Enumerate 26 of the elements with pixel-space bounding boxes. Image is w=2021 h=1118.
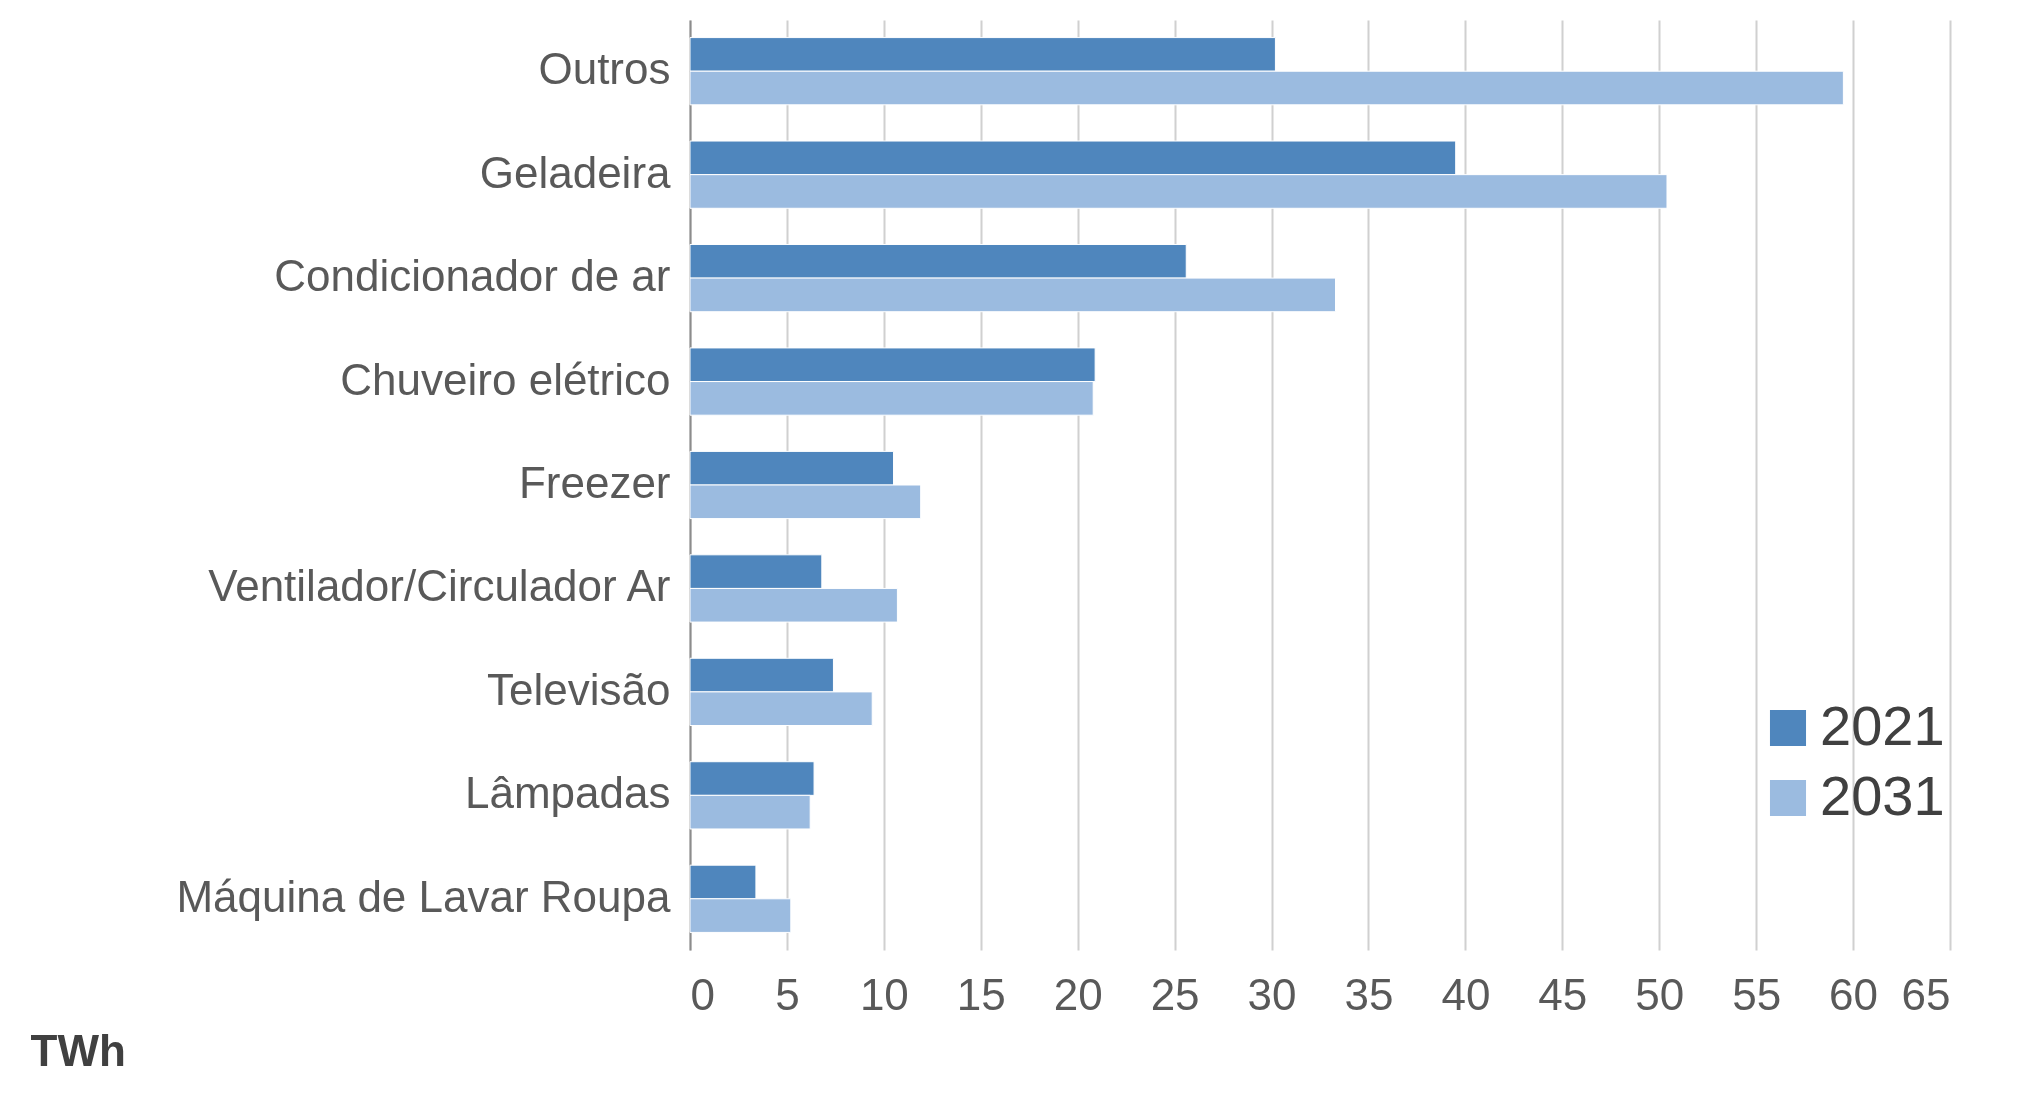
y-tick-label: Outros [538,44,671,94]
x-tick-label: 30 [1247,969,1297,1019]
x-tick-label: 0 [690,969,715,1019]
y-tick-label: Chuveiro elétrico [340,354,671,404]
legend-label: 2021 [1820,694,1945,757]
x-tick-label: 50 [1635,969,1685,1019]
x-tick-label: 45 [1538,969,1588,1019]
y-tick-label: Freezer [518,458,671,507]
x-tick-label: 20 [1053,969,1103,1019]
legend-label: 2031 [1820,764,1945,827]
y-tick-label: Televisão [487,664,671,714]
x-axis-title: TWh [30,1025,126,1075]
y-tick-label: Geladeira [479,147,672,197]
x-tick-label: 40 [1441,969,1491,1019]
x-tick-label: 15 [956,969,1006,1019]
x-tick-label: 35 [1344,969,1394,1019]
x-tick-label: 55 [1732,969,1782,1019]
x-tick-label: 10 [859,969,909,1019]
x-tick-label: 5 [775,969,800,1019]
y-tick-label: Ventilador/Circulador Ar [208,561,671,611]
y-tick-label: Condicionador de ar [274,251,671,301]
y-tick-label: Lâmpadas [465,768,671,818]
y-tick-label: Máquina de Lavar Roupa [176,871,672,921]
x-tick-label: 60 [1829,969,1879,1019]
x-tick-label: 65 [1901,969,1951,1019]
x-tick-label: 25 [1150,969,1200,1019]
